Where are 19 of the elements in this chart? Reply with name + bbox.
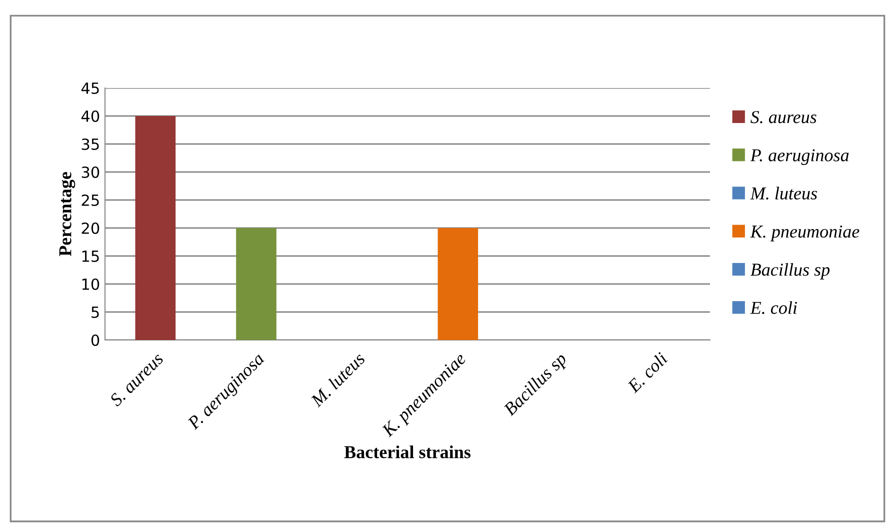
y-tick-label: 10 (82, 278, 100, 290)
y-tick-label: 30 (82, 166, 100, 178)
legend-label: M. luteus (750, 186, 818, 200)
y-tick-label: 25 (82, 194, 99, 206)
y-tick-label: 45 (81, 82, 99, 94)
y-tick-label: 40 (81, 110, 100, 122)
legend-label: Bacillus sp (750, 263, 830, 280)
legend-label: S. aureus (750, 111, 816, 124)
y-tick-label: 5 (92, 306, 99, 318)
y-axis-title: Percentage (59, 172, 76, 256)
y-tick-label: 0 (91, 334, 100, 346)
y-tick-label: 15 (82, 250, 99, 262)
legend-label: E. coli (750, 301, 797, 314)
x-axis-title: Bacterial strains (344, 446, 470, 458)
legend-label: K. pneumoniae (750, 226, 860, 242)
y-tick-label: 20 (82, 222, 100, 234)
x-tick-label: E. coli (626, 352, 668, 394)
legend-label: P. aeruginosa (750, 149, 849, 166)
y-tick-label: 35 (82, 138, 99, 150)
